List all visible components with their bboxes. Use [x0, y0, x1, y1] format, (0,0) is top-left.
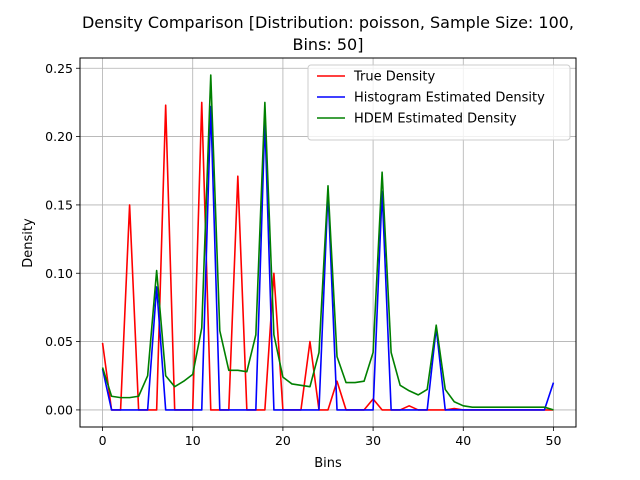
x-tick-label: 50 — [546, 433, 562, 448]
plot-frame — [79, 57, 577, 428]
series-line-hdem-estimated-density — [101, 74, 554, 411]
axis-ticks: 0 10 20 30 40 50 0.00 0.05 0.10 0.15 0.20 0.25 — [45, 61, 561, 448]
y-tick-label: 0.00 — [45, 402, 73, 417]
x-axis-label: Bins — [314, 456, 342, 471]
x-tick-label: 30 — [365, 433, 381, 448]
y-tick-label: 0.20 — [45, 129, 73, 144]
y-tick-label: 0.15 — [45, 197, 73, 212]
legend-entry-label: True Density — [353, 70, 435, 85]
legend: True Density Histogram Estimated Density H… — [307, 64, 571, 141]
y-tick-label: 0.10 — [45, 266, 73, 281]
x-tick-label: 10 — [185, 433, 201, 448]
x-tick-label: 20 — [275, 433, 291, 448]
chart-title-line1: Density Comparison [Distribution: poisso… — [82, 13, 574, 32]
x-tick-label: 40 — [455, 433, 471, 448]
y-tick-label: 0.25 — [45, 61, 73, 76]
series-lines — [101, 74, 555, 411]
legend-entry-label: HDEM Estimated Density — [354, 112, 517, 127]
y-tick-label: 0.05 — [45, 334, 73, 349]
legend-entry-label: Histogram Estimated Density — [354, 91, 545, 106]
y-axis-label: Density — [21, 218, 36, 268]
series-line-true-density — [101, 101, 554, 411]
legend-box — [307, 64, 571, 141]
x-tick-label: 0 — [99, 433, 107, 448]
chart-title-line2: Bins: 50] — [293, 35, 364, 54]
